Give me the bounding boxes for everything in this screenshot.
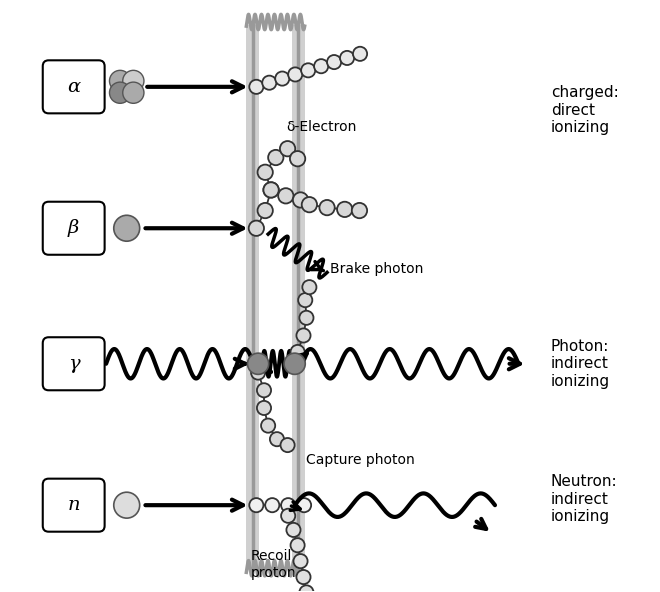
Circle shape	[353, 47, 367, 61]
Circle shape	[249, 80, 263, 94]
Circle shape	[296, 570, 311, 584]
Circle shape	[302, 280, 316, 294]
Text: γ: γ	[68, 355, 79, 373]
Circle shape	[281, 509, 295, 523]
Circle shape	[301, 63, 315, 78]
Circle shape	[290, 538, 305, 552]
Circle shape	[265, 498, 279, 512]
Circle shape	[337, 202, 352, 217]
Circle shape	[296, 329, 311, 343]
Text: Brake photon: Brake photon	[330, 262, 423, 276]
FancyBboxPatch shape	[43, 479, 105, 532]
Circle shape	[297, 498, 311, 512]
Circle shape	[261, 419, 275, 433]
FancyBboxPatch shape	[292, 25, 305, 567]
Circle shape	[248, 353, 269, 374]
Circle shape	[257, 203, 273, 218]
Circle shape	[275, 72, 289, 86]
Circle shape	[352, 203, 367, 218]
Circle shape	[290, 151, 306, 166]
Circle shape	[281, 498, 295, 512]
Circle shape	[293, 192, 308, 208]
Text: Photon:
indirect
ionizing: Photon: indirect ionizing	[551, 339, 610, 389]
Circle shape	[257, 383, 271, 397]
Circle shape	[257, 165, 273, 180]
Circle shape	[251, 365, 265, 379]
FancyBboxPatch shape	[246, 25, 259, 567]
Circle shape	[300, 311, 313, 325]
Circle shape	[110, 82, 131, 104]
Circle shape	[263, 182, 279, 198]
Text: α: α	[67, 78, 81, 96]
Circle shape	[110, 70, 131, 92]
FancyBboxPatch shape	[43, 337, 105, 390]
Circle shape	[298, 293, 312, 307]
FancyBboxPatch shape	[43, 60, 105, 113]
Circle shape	[284, 353, 306, 374]
Circle shape	[263, 182, 279, 198]
Circle shape	[340, 51, 354, 65]
Circle shape	[319, 200, 335, 215]
Text: δ-Electron: δ-Electron	[286, 120, 356, 134]
Circle shape	[249, 221, 264, 236]
Text: n: n	[67, 496, 80, 514]
Circle shape	[290, 345, 305, 359]
Circle shape	[280, 438, 294, 452]
Circle shape	[262, 76, 277, 90]
Circle shape	[302, 197, 317, 213]
Circle shape	[123, 82, 144, 104]
FancyBboxPatch shape	[43, 202, 105, 255]
Circle shape	[114, 492, 140, 518]
Circle shape	[270, 432, 284, 446]
Text: Capture photon: Capture photon	[306, 453, 415, 467]
Circle shape	[286, 523, 300, 537]
Circle shape	[278, 188, 294, 204]
Circle shape	[257, 401, 271, 415]
Text: charged:
direct
ionizing: charged: direct ionizing	[551, 85, 618, 136]
Circle shape	[114, 215, 140, 241]
Text: Recoil
proton: Recoil proton	[250, 549, 296, 580]
Circle shape	[123, 70, 144, 92]
Circle shape	[280, 141, 295, 156]
Text: Neutron:
indirect
ionizing: Neutron: indirect ionizing	[551, 474, 618, 524]
Circle shape	[268, 150, 283, 165]
Circle shape	[314, 59, 328, 73]
Circle shape	[294, 554, 308, 568]
Circle shape	[300, 585, 313, 592]
Circle shape	[249, 498, 263, 512]
Circle shape	[327, 55, 341, 69]
Text: β: β	[68, 219, 79, 237]
Circle shape	[288, 67, 302, 82]
